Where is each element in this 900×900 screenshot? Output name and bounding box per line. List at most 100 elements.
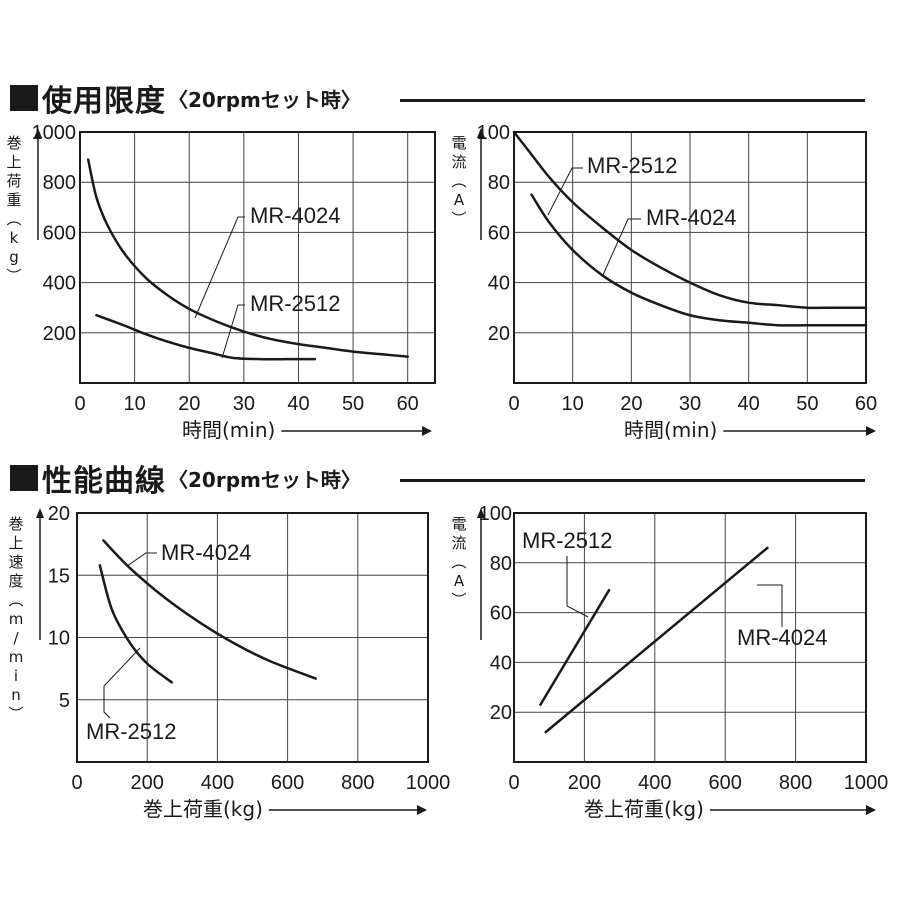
x-tick-label: 20 (178, 393, 200, 415)
y-tick-label: 100 (477, 122, 510, 144)
y-axis-arrow-head (477, 128, 485, 138)
plot-frame (513, 131, 867, 384)
chart-3: 0 200 400 600 800 10005101520巻上荷重(kg)巻上速度︵m/m… (8, 503, 450, 821)
y-axis-label-char: 電 (451, 134, 466, 152)
x-axis-arrow-head (866, 805, 876, 815)
series-line-mr-2512 (512, 130, 868, 310)
series-leader-line (602, 218, 641, 276)
series-label: MR-4024 (161, 540, 251, 565)
series-leader-line (126, 552, 157, 567)
y-axis-label-char: k (10, 229, 19, 247)
x-axis-arrow-head (866, 426, 876, 436)
y-axis-label-char: m (9, 648, 24, 666)
y-axis-label-char: i (14, 667, 18, 685)
y-axis-label-char: 電 (451, 515, 466, 533)
x-tick-label: 200 (131, 772, 164, 794)
y-axis-label-char: / (13, 629, 19, 647)
chart-4: 0 200 400 600 800 1000 20 40 60 80 100 巻上荷重(kg) 電流︵A… (451, 503, 888, 821)
y-axis-label-char: 重 (6, 191, 21, 209)
series-label: MR-2512 (522, 528, 612, 553)
series-line-mr-2512 (539, 588, 611, 706)
x-tick-label: 1000 (406, 772, 451, 794)
y-axis-label-char: 巻 (6, 134, 21, 152)
plot-frame (79, 131, 436, 384)
y-tick-label: 80 (488, 172, 510, 194)
section-rule (400, 99, 865, 102)
x-tick-label: 20 (620, 393, 642, 415)
series-leader-line (221, 304, 245, 359)
section-title-text: 性能曲線 (42, 464, 166, 499)
x-tick-label: 0 (74, 393, 85, 415)
y-axis-label-char: 流 (451, 153, 466, 171)
y-tick-label: 400 (43, 273, 76, 295)
x-tick-label: 400 (638, 772, 671, 794)
y-axis-label-char: ︵ (451, 172, 466, 190)
x-tick-label: 60 (397, 393, 419, 415)
y-axis-label-char: n (11, 686, 21, 704)
y-axis-label-char: 速 (8, 553, 23, 571)
x-tick-label: 40 (738, 393, 760, 415)
x-tick-label: 30 (233, 393, 255, 415)
x-tick-label: 1000 (844, 772, 889, 794)
y-axis-label-char: ︵ (8, 591, 23, 609)
x-axis-label: 巻上荷重(kg) (143, 797, 263, 821)
x-axis-arrow-head (422, 426, 432, 436)
x-tick-label: 40 (287, 393, 309, 415)
series-leader-line (194, 216, 245, 319)
y-tick-label: 600 (43, 222, 76, 244)
y-axis-arrow-head (34, 128, 42, 138)
series-line-mr-4024 (86, 158, 409, 358)
x-tick-label: 10 (562, 393, 584, 415)
series-line-mr-4024 (530, 193, 868, 327)
x-tick-label: 30 (679, 393, 701, 415)
y-axis-label-char: ︶ (451, 591, 466, 609)
x-tick-label: 600 (709, 772, 742, 794)
y-axis-label-char: A (454, 572, 465, 590)
x-tick-label: 800 (341, 772, 374, 794)
x-axis-label: 時間(min) (182, 418, 275, 442)
section-subtitle: 〈20rpmセット時〉 (168, 87, 361, 112)
x-tick-label: 50 (796, 393, 818, 415)
x-axis-arrow-head (417, 805, 427, 815)
series-leader-line (566, 556, 589, 618)
x-tick-label: 50 (342, 393, 364, 415)
y-axis-label-char: 巻 (8, 515, 23, 533)
x-axis-label: 巻上荷重(kg) (584, 797, 704, 821)
y-tick-label: 20 (488, 323, 510, 345)
x-tick-label: 600 (271, 772, 304, 794)
x-tick-label: 0 (71, 772, 82, 794)
y-axis-label-char: 度 (8, 572, 23, 590)
x-tick-label: 60 (855, 393, 877, 415)
series-label: MR-4024 (646, 205, 736, 230)
series-label: MR-4024 (737, 625, 827, 650)
x-tick-label: 0 (508, 393, 519, 415)
y-tick-label: 1000 (32, 122, 77, 144)
series-line-mr-4024 (544, 546, 769, 734)
y-tick-label: 200 (43, 323, 76, 345)
series-line-mr-4024 (102, 539, 317, 680)
y-axis-label-char: m (9, 610, 24, 628)
y-axis-label-char: ︶ (451, 210, 466, 228)
series-line-mr-2512 (95, 313, 317, 361)
y-axis-label-char: ︶ (8, 705, 23, 723)
y-axis-label-char: A (454, 191, 465, 209)
chart-1: 0 10 20 30 40 50 60 200 400 600 800 1000 時間(min) 巻上荷重… (6, 122, 436, 442)
y-axis-arrow-head (36, 508, 44, 518)
x-tick-label: 0 (508, 772, 519, 794)
x-axis-label: 時間(min) (624, 418, 717, 442)
y-axis-label-char: 上 (8, 534, 23, 552)
y-tick-label: 5 (59, 690, 70, 712)
x-tick-label: 200 (568, 772, 601, 794)
y-axis-label-char: 荷 (6, 172, 21, 190)
series-line-mr-2512 (98, 564, 174, 684)
y-axis-arrow-head (477, 508, 485, 518)
y-axis-label-char: ︵ (451, 553, 466, 571)
y-tick-label: 100 (479, 503, 512, 525)
y-axis-label-char: 流 (451, 534, 466, 552)
y-tick-label: 15 (48, 565, 70, 587)
section-rule (400, 479, 865, 482)
series-label: MR-2512 (250, 291, 340, 316)
x-tick-label: 400 (201, 772, 234, 794)
y-axis-label-char: ︵ (6, 210, 21, 228)
y-axis-label-char: ︶ (6, 267, 21, 285)
